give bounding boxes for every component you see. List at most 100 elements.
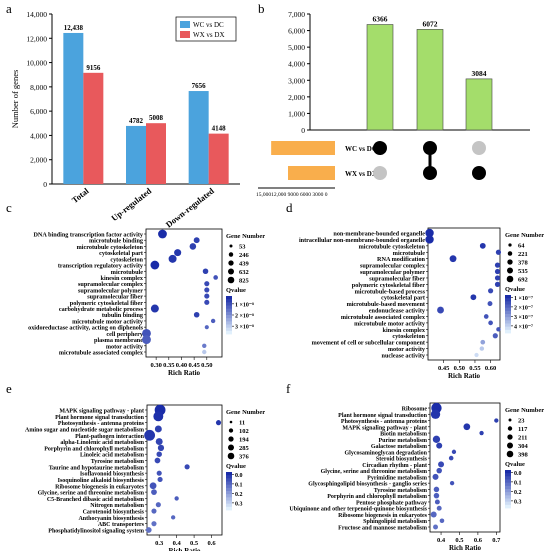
e-xtick-label: 0.3 (155, 540, 164, 547)
d-term-dot (425, 235, 434, 244)
d-term-dot (437, 306, 444, 314)
e-term-label: ABC transporters (98, 522, 145, 528)
d-term-dot (480, 339, 486, 345)
e-size-legend-dot (228, 444, 234, 451)
e-colorbar-label: 0.0 (235, 473, 243, 479)
e-term-dot (157, 476, 163, 483)
d-colorbar-label: 1 ×10⁻⁷ (514, 296, 533, 302)
f-colorbar-segment (505, 492, 511, 496)
e-term-dot (154, 425, 162, 433)
c-term-dot (204, 287, 210, 293)
c-colorbar-segment (226, 327, 232, 332)
c-term-dot (168, 254, 177, 263)
a-ylabel: Number of genes (10, 70, 20, 129)
d-term-label: nuclease activity (382, 353, 426, 360)
d-term-label: supramolecular polymer (360, 269, 425, 276)
e-term-dot (151, 489, 157, 495)
c-colorbar-segment (226, 330, 232, 335)
c-term-dot (202, 268, 209, 275)
c-colorbar-label: 2 ×10⁻⁸ (235, 314, 254, 320)
f-term-label: Photosynthesis - antenna proteins (341, 419, 428, 425)
f-colorbar-label: 0.2 (514, 490, 522, 496)
b-ytick-label: 3,000 (288, 76, 305, 85)
d-term-dot (488, 320, 493, 326)
c-term-label: plasma membrane (94, 337, 143, 344)
d-colorbar-segment (505, 314, 511, 318)
e-term-dot (144, 429, 156, 441)
f-term-dot (463, 423, 471, 431)
e-term-label: Plant hormone signal transduction (55, 415, 145, 421)
f-term-dot (436, 505, 442, 511)
f-term-label: Tyrosine metabolism (374, 488, 427, 494)
f-xlabel: Rich Ratio (449, 544, 482, 551)
d-plot-frame (427, 227, 501, 361)
d-colorbar-segment (505, 298, 511, 302)
c-plot-frame (145, 228, 223, 358)
d-size-legend-dot (506, 267, 514, 274)
d-term-label: motor activity (388, 346, 426, 353)
e-size-legend-label: 376 (239, 454, 250, 461)
f-term-label: Pentose phosphate pathway (356, 500, 427, 506)
c-term-dot (150, 304, 159, 313)
d-term-label: endonuclease activity (369, 308, 426, 315)
e-color-legend-title: Qvalue (226, 463, 246, 470)
d-term-dot (474, 352, 479, 358)
e-term-dot (145, 527, 152, 533)
c-term-label: microtubule binding (89, 238, 144, 245)
d-term-dot (494, 268, 501, 275)
c-xtick-label: 0.35 (163, 362, 175, 369)
a-bar (83, 72, 104, 184)
b-set-bar (271, 141, 335, 155)
a-legend-label: WC vs DC (193, 21, 224, 29)
c-term-label: supramolecular fiber (87, 294, 143, 301)
b-matrix-dot (423, 166, 437, 180)
f-size-legend-dot (507, 442, 513, 449)
f-term-label: Glycosphingolipid biosynthesis - ganglio… (308, 482, 427, 488)
f-colorbar-segment (505, 501, 511, 506)
b-ytick-label: 0 (301, 126, 305, 135)
a-legend-swatch (180, 31, 190, 38)
a-bar (188, 91, 209, 184)
f-colorbar-segment (505, 470, 511, 474)
c-colorbar-label: 3 ×10⁻⁸ (235, 325, 254, 331)
c-term-dot (204, 281, 210, 287)
d-term-dot (488, 288, 494, 294)
d-term-label: microtubule associated complex (341, 314, 426, 321)
c-colorbar-segment (226, 299, 232, 303)
a-bar (208, 133, 229, 184)
d-term-dot (483, 314, 489, 319)
f-xtick-label: 0.7 (492, 537, 501, 544)
e-colorbar-label: 0.1 (235, 482, 243, 488)
c-term-dot (193, 311, 200, 318)
c-size-legend-title: Gene Number (226, 233, 265, 240)
f-colorbar-segment (505, 476, 511, 480)
f-plot-frame (429, 402, 501, 533)
panel-letter-f: f (286, 381, 291, 396)
f-xtick-label: 0.4 (437, 537, 446, 544)
c-term-dot (142, 328, 151, 338)
e-colorbar-label: 0.3 (235, 501, 243, 507)
e-colorbar-segment (226, 494, 232, 498)
c-colorbar-segment (226, 315, 232, 319)
c-size-legend-dot (227, 276, 235, 284)
f-term-label: Galactose metabolism (371, 444, 427, 450)
b-ytick-label: 1,000 (288, 109, 305, 118)
d-term-dot (425, 228, 434, 238)
a-legend-label: WX vs DX (193, 31, 225, 39)
d-size-legend-label: 378 (518, 260, 529, 267)
c-xtick-label: 0.45 (188, 362, 200, 369)
b-ytick-label: 4,000 (288, 60, 305, 69)
f-term-label: Pyrimidine metabolism (367, 475, 427, 481)
a-legend-swatch (180, 21, 190, 28)
d-term-dot (479, 346, 485, 351)
d-colorbar-label: 4 ×10⁻⁷ (514, 324, 533, 330)
c-term-label: kinesin complex (101, 275, 144, 282)
d-term-label: supramolecular fiber (369, 275, 425, 282)
b-matrix-dot (423, 141, 437, 155)
e-xlabel: Rich Ratio (168, 547, 201, 551)
e-colorbar-segment (226, 506, 232, 511)
d-size-legend-title: Gene Number (505, 232, 544, 239)
e-term-dot (157, 444, 165, 452)
f-term-dot (433, 486, 440, 493)
e-term-label: Nitrogen metabolism (90, 503, 144, 509)
